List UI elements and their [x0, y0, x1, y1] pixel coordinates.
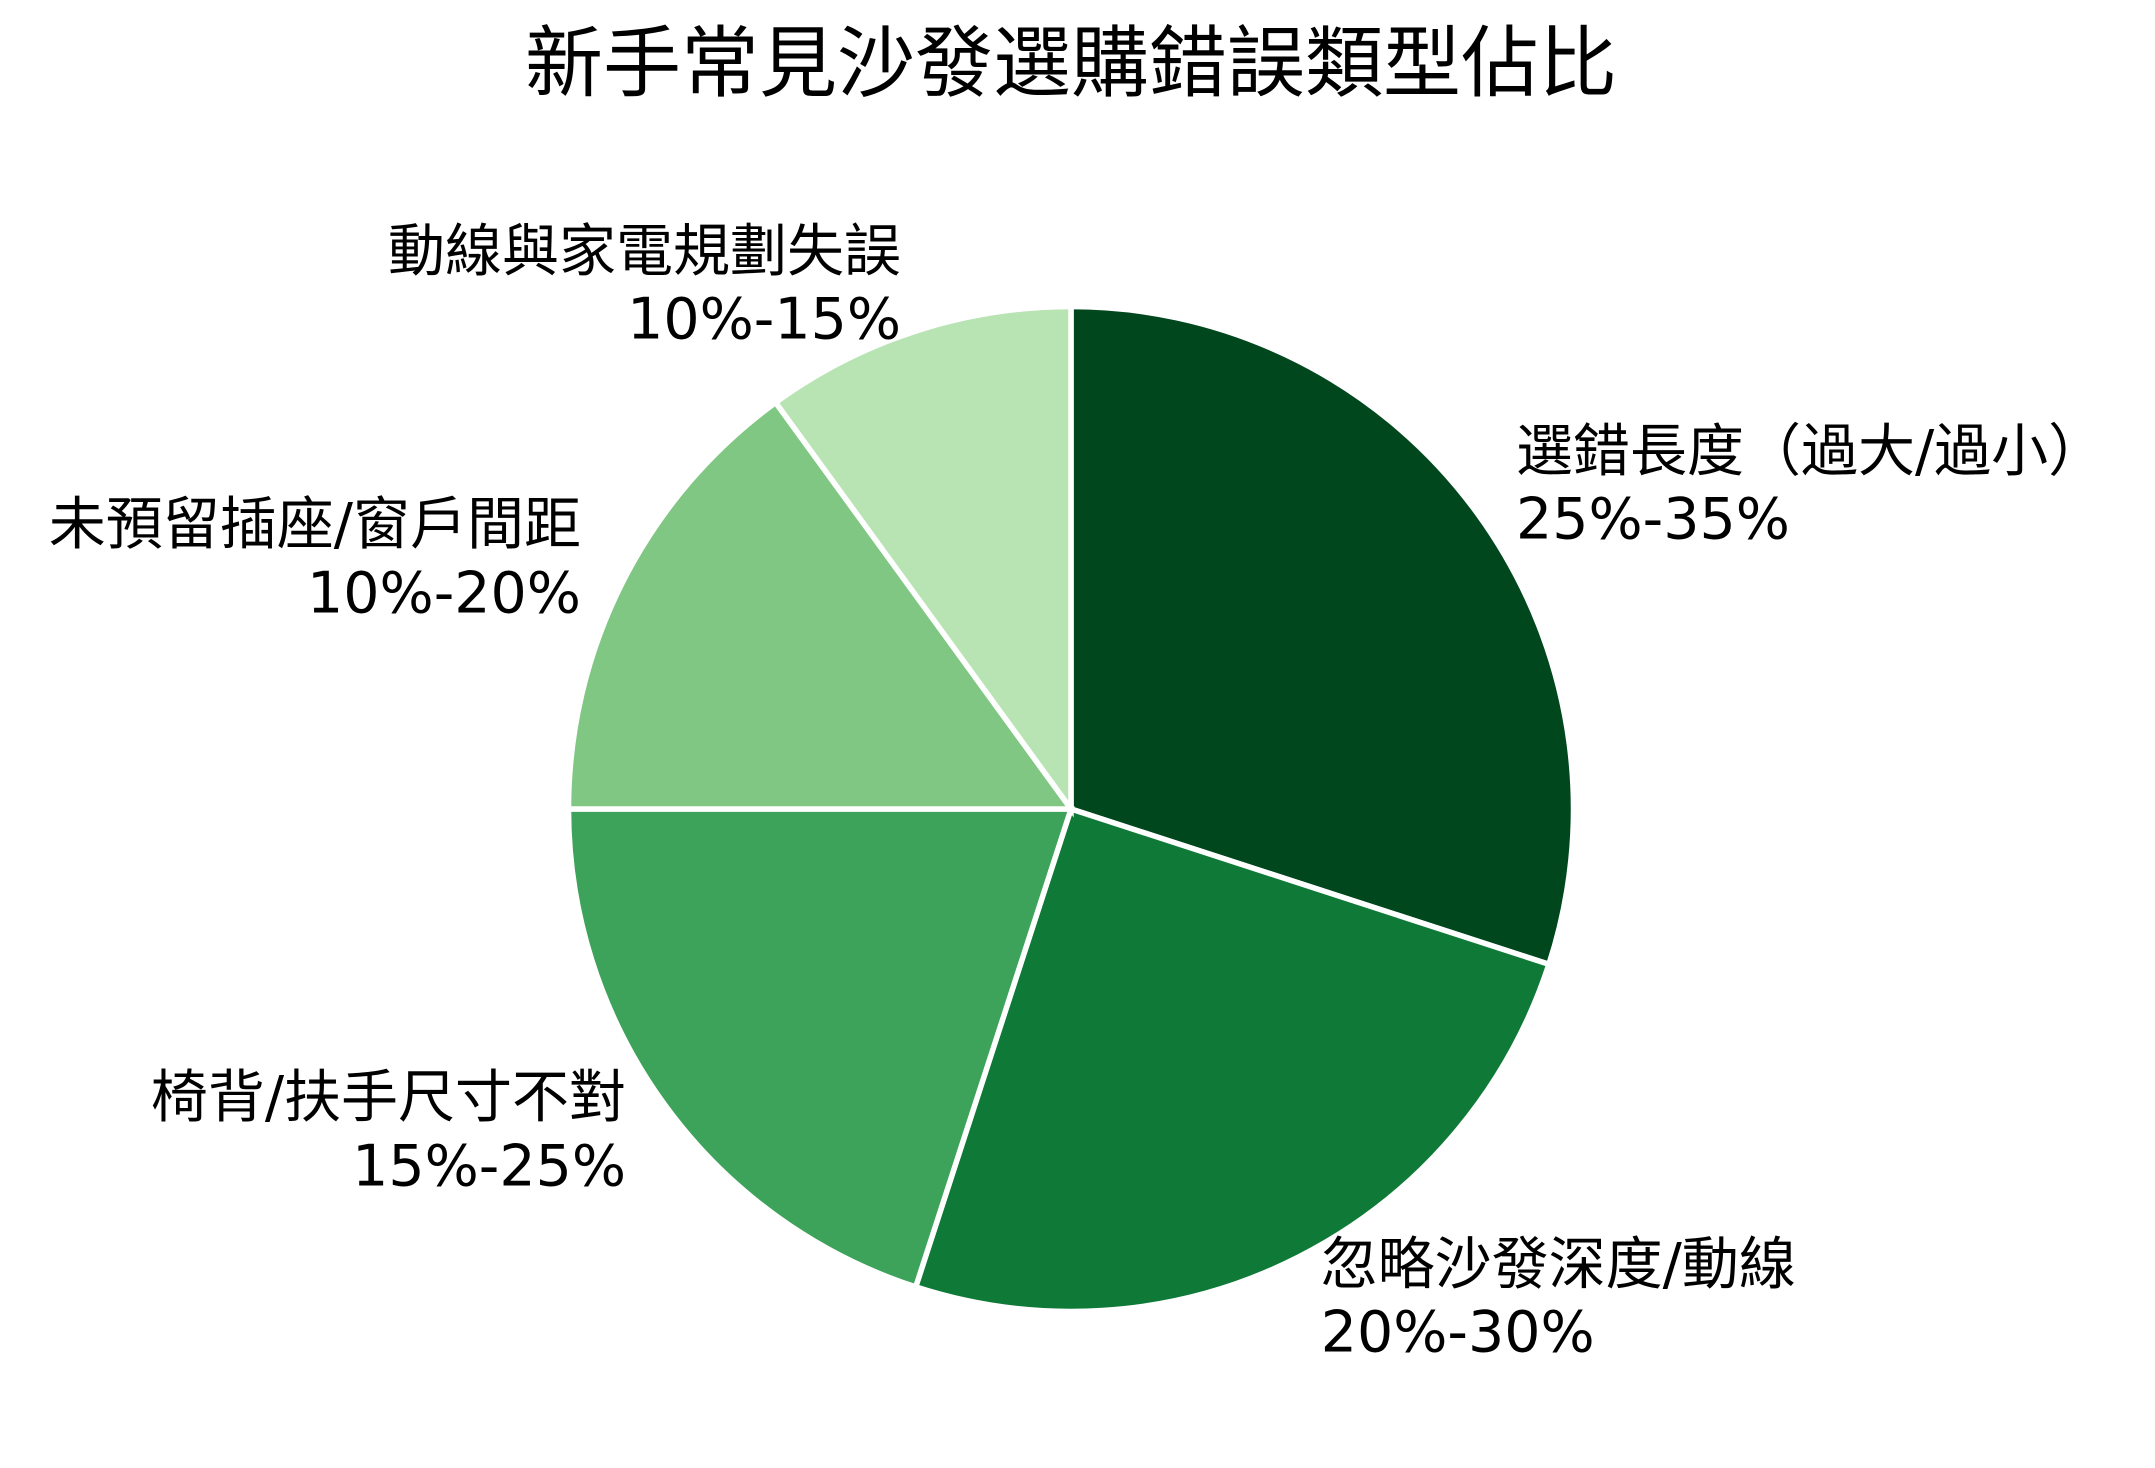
slice-label-name: 忽略沙發深度/動線	[1320, 1231, 1796, 1298]
pie-slice-backrest-armrest	[565, 806, 1075, 1291]
slice-label-name: 動線與家電規劃失誤	[388, 218, 902, 285]
pie-slice-wrong-length	[1068, 303, 1577, 968]
slice-label-range: 15%-25%	[352, 1133, 627, 1200]
pie-slice-circulation-appliance	[771, 303, 1074, 818]
slice-label-range: 25%-35%	[1515, 486, 1790, 553]
slice-label-outlet-window-gap: 未預留插座/窗戶間距 10%-20%	[49, 491, 581, 628]
chart-title: 新手常見沙發選購錯誤類型佔比	[524, 19, 1617, 109]
pie-slice-ignore-depth	[912, 805, 1553, 1315]
slice-label-backrest-armrest: 椅背/扶手尺寸不對 15%-25%	[151, 1064, 626, 1201]
slice-label-wrong-length: 選錯長度（過大/過小） 25%-35%	[1516, 417, 2105, 554]
slice-label-circulation-appliance: 動線與家電規劃失誤 10%-15%	[388, 218, 901, 355]
slice-label-ignore-depth: 忽略沙發深度/動線 20%-30%	[1321, 1231, 1796, 1368]
slice-label-range: 20%-30%	[1320, 1300, 1595, 1367]
slice-label-name: 椅背/扶手尺寸不對	[150, 1064, 627, 1131]
pie-slice-outlet-window-gap	[565, 398, 1077, 812]
slice-label-range: 10%-20%	[307, 560, 581, 627]
slice-label-name: 未預留插座/窗戶間距	[48, 491, 581, 558]
slice-label-range: 10%-15%	[627, 286, 902, 353]
slice-label-name: 選錯長度（過大/過小）	[1515, 418, 2106, 485]
